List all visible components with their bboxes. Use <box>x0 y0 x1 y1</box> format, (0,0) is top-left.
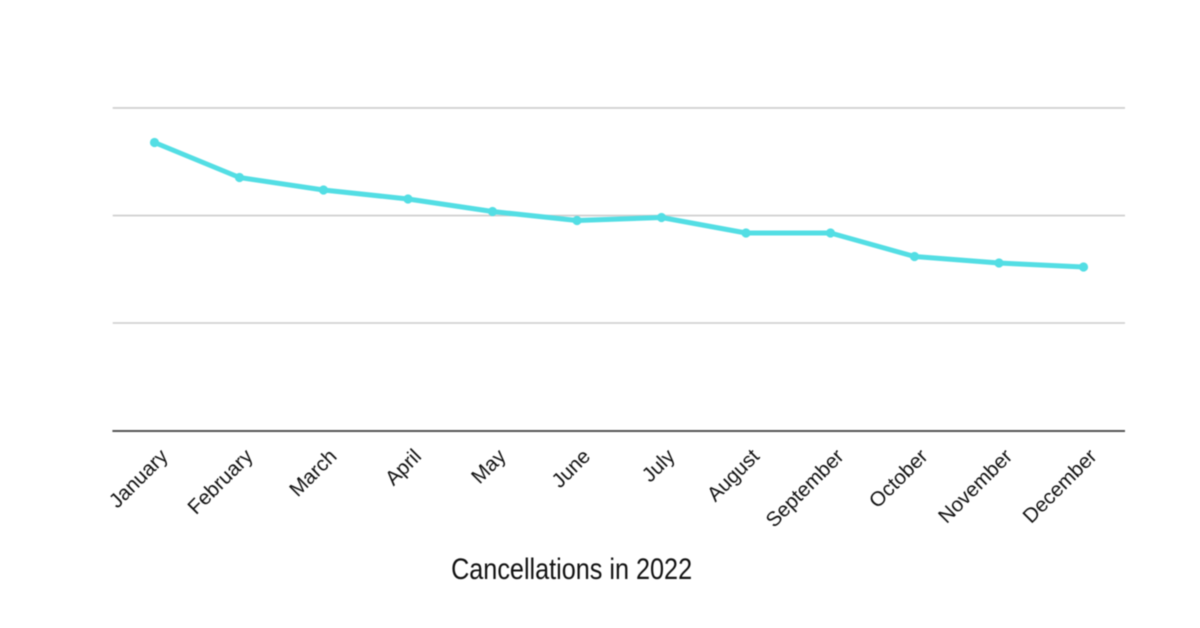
svg-text:Cancellations in 2022: Cancellations in 2022 <box>451 553 692 586</box>
